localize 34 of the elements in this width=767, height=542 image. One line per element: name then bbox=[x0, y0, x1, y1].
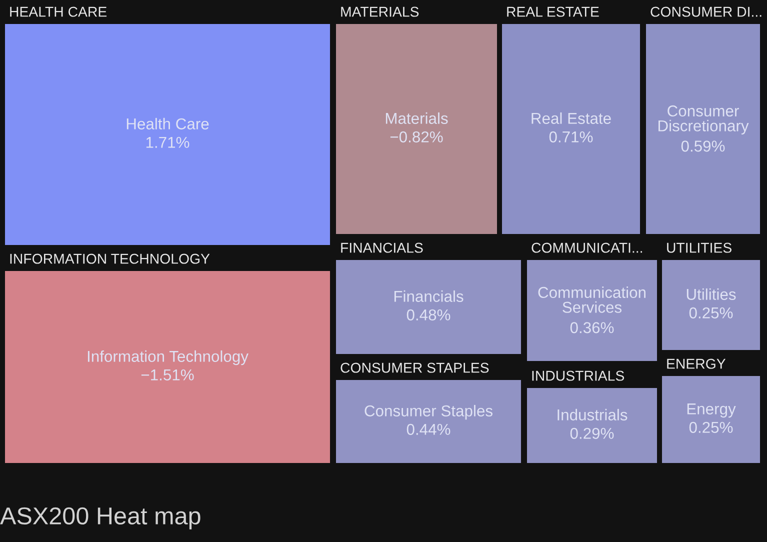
data-label: 0.25% bbox=[689, 307, 733, 318]
text: UTILITIES bbox=[667, 242, 732, 253]
category-label: Consumer Staples bbox=[364, 404, 492, 420]
category-label: Consumer Discretionary bbox=[658, 105, 749, 134]
category-label: Financials bbox=[394, 290, 464, 302]
category-label: Communication Services bbox=[538, 286, 646, 313]
data-label: 0.44% bbox=[406, 424, 450, 435]
data-label: 0.36% bbox=[570, 322, 614, 334]
category-label: Utilities bbox=[686, 288, 736, 300]
data-label: 0.25% bbox=[689, 422, 733, 433]
text: CONSUMER DI... bbox=[650, 6, 762, 17]
data-label: 0.48% bbox=[406, 309, 450, 320]
text: INFORMATION TECHNOLOGY bbox=[10, 254, 210, 264]
text: ENERGY bbox=[667, 358, 726, 369]
text: FINANCIALS bbox=[341, 242, 423, 253]
data-label: 0.29% bbox=[570, 428, 614, 439]
text: COMMUNICATI... bbox=[532, 242, 642, 253]
data-label: −1.51% bbox=[141, 369, 194, 380]
category-label: Energy bbox=[687, 404, 736, 418]
text: ASX200 Heat map bbox=[0, 507, 200, 530]
category-label: Real Estate bbox=[532, 112, 611, 124]
category-label: Health Care bbox=[126, 118, 209, 130]
data-label: 0.71% bbox=[549, 131, 593, 142]
category-label: Materials bbox=[386, 112, 448, 124]
text: HEALTH CARE bbox=[10, 6, 107, 17]
category-label: Information Technology bbox=[88, 350, 248, 366]
data-label: 0.59% bbox=[681, 140, 725, 152]
data-label: −0.82% bbox=[390, 131, 443, 142]
data-label: 1.71% bbox=[146, 136, 190, 148]
text: CONSUMER STAPLES bbox=[340, 362, 489, 373]
text: REAL ESTATE bbox=[507, 6, 599, 17]
category-label: Industrials bbox=[558, 408, 628, 420]
text: INDUSTRIALS bbox=[532, 370, 624, 381]
text: MATERIALS bbox=[341, 6, 419, 17]
